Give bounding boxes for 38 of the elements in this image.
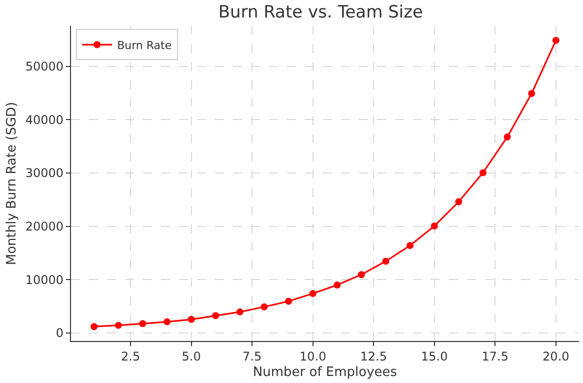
chart-title: Burn Rate vs. Team Size xyxy=(218,2,423,23)
y-tick-label: 30000 xyxy=(25,166,64,180)
point xyxy=(309,290,316,298)
y-axis-title: Monthly Burn Rate (SGD) xyxy=(4,102,20,266)
point xyxy=(479,169,486,176)
point xyxy=(358,271,365,278)
point xyxy=(260,303,268,310)
point xyxy=(334,281,341,288)
point xyxy=(164,318,171,326)
point xyxy=(552,36,560,44)
y-tick-label: 0 xyxy=(56,326,64,340)
x-tick-label: 2.5 xyxy=(121,350,140,364)
point xyxy=(90,323,98,330)
x-tick-label: 15.0 xyxy=(421,350,448,364)
x-tick-label: 17.5 xyxy=(482,350,508,364)
point xyxy=(114,322,122,329)
x-tick-label: 20.0 xyxy=(542,350,570,364)
point xyxy=(406,242,414,250)
point xyxy=(504,133,511,140)
x-tick-label: 10.0 xyxy=(299,350,326,364)
point xyxy=(212,312,220,320)
y-tick-label: 40000 xyxy=(25,112,64,127)
x-tick-label: 7.5 xyxy=(242,350,262,364)
y-tick-label: 50000 xyxy=(25,59,64,74)
point xyxy=(528,90,536,97)
point xyxy=(188,316,195,323)
point xyxy=(285,298,292,305)
point xyxy=(382,258,390,265)
x-tick-label: 5.0 xyxy=(182,350,201,364)
point xyxy=(430,222,438,230)
y-tick-label: 20000 xyxy=(25,220,64,234)
point xyxy=(455,198,462,206)
x-axis-title: Number of Employees xyxy=(252,365,398,380)
x-tick-label: 12.5 xyxy=(360,350,387,364)
point xyxy=(236,308,244,316)
y-tick-label: 10000 xyxy=(25,272,64,287)
legend-label: Burn Rate xyxy=(117,38,172,52)
point xyxy=(139,320,146,328)
